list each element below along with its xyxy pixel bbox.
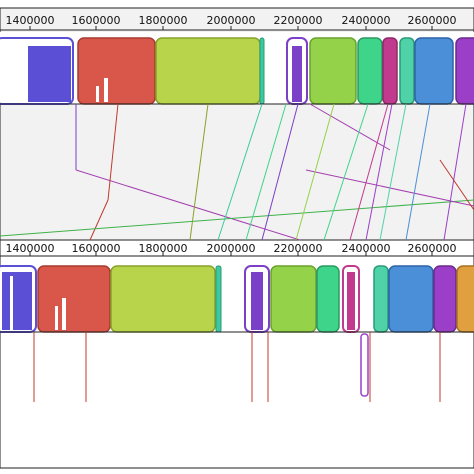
bottom-block-lcb-violet[interactable] [433, 265, 457, 333]
bottom-block-lcb-seafoam[interactable] [373, 265, 389, 333]
bottom-block-lcb-magenta[interactable] [342, 265, 360, 333]
bottom-feature-ticks [33, 332, 441, 402]
bottom-block-lcb-magenta-inverted[interactable] [360, 333, 369, 397]
bottom-block-lcb-red[interactable] [37, 265, 111, 333]
bottom-ruler: 1400000 1600000 1800000 2000000 2200000 … [6, 242, 457, 256]
top-tick-label: 2400000 [342, 14, 391, 27]
bottom-tick-label: 1600000 [72, 242, 121, 255]
top-block-lcb-yellowgreen-large[interactable] [155, 37, 261, 105]
top-block-lcb-magenta[interactable] [382, 37, 398, 105]
bottom-block-lcb-blue[interactable] [388, 265, 434, 333]
top-block-lcb-blue-partial[interactable] [0, 37, 74, 105]
bottom-block-lcb-orange-partial[interactable] [456, 265, 474, 333]
top-tick-label: 2600000 [408, 14, 457, 27]
bottom-tick-label: 1400000 [6, 242, 55, 255]
top-block-lcb-purple-small[interactable] [286, 37, 308, 105]
bottom-block-lcb-purple-small[interactable] [244, 265, 270, 333]
bottom-tick-label: 2200000 [274, 242, 323, 255]
top-block-lcb-seafoam[interactable] [399, 37, 415, 105]
synteny-connectors [0, 103, 474, 241]
top-block-lcb-red[interactable] [77, 37, 156, 105]
top-block-lcb-blue[interactable] [414, 37, 454, 105]
bottom-block-lcb-blue-partial[interactable] [0, 265, 37, 333]
top-tick-label: 2000000 [207, 14, 256, 27]
top-block-lcb-violet-partial[interactable] [455, 37, 474, 105]
top-tick-label: 2200000 [274, 14, 323, 27]
bottom-block-lcb-teal-thin[interactable] [215, 265, 222, 333]
top-tick-label: 1400000 [6, 14, 55, 27]
top-block-lcb-emerald[interactable] [357, 37, 383, 105]
bottom-tick-label: 2600000 [408, 242, 457, 255]
top-genome-panel[interactable]: 1400000 1600000 1800000 2000000 2200000 … [0, 7, 474, 241]
bottom-block-lcb-emerald[interactable] [316, 265, 340, 333]
bottom-tick-label: 1800000 [139, 242, 188, 255]
top-block-lcb-green[interactable] [309, 37, 357, 105]
bottom-block-lcb-green[interactable] [270, 265, 317, 333]
top-block-lcb-teal-thin[interactable] [259, 37, 265, 105]
top-tick-label: 1800000 [139, 14, 188, 27]
bottom-tick-label: 2400000 [342, 242, 391, 255]
top-tick-label: 1600000 [72, 14, 121, 27]
top-ruler: 1400000 1600000 1800000 2000000 2200000 … [6, 14, 457, 30]
bottom-block-lcb-yellowgreen-large[interactable] [110, 265, 216, 333]
bottom-tick-label: 2000000 [207, 242, 256, 255]
bottom-genome-panel[interactable]: 1400000 1600000 1800000 2000000 2200000 … [0, 239, 474, 469]
